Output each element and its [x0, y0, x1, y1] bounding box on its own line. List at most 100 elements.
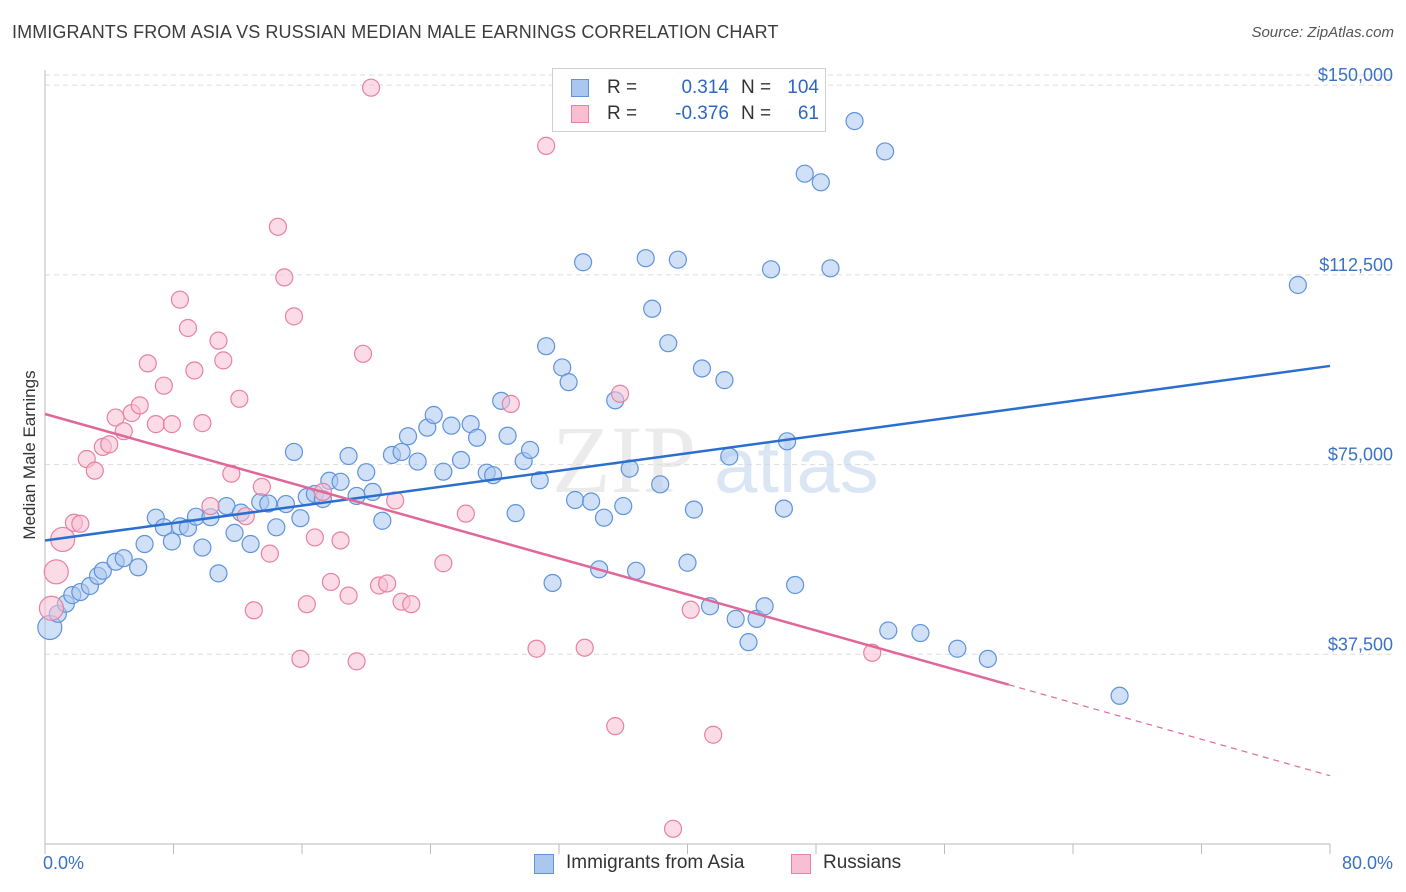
legend-r-label: R =	[607, 103, 638, 124]
russians-point	[501, 394, 520, 413]
asia-point	[241, 534, 260, 554]
asia-point	[129, 558, 148, 577]
asia-point	[911, 623, 930, 643]
russians-point	[43, 559, 69, 585]
asia-point	[114, 549, 133, 568]
y-tick-labels: $37,500 $75,000 $112,500 $150,000	[1318, 65, 1393, 654]
asia-point	[692, 359, 712, 378]
asia-point	[774, 499, 793, 518]
asia-point	[636, 249, 655, 268]
russians-point	[275, 268, 294, 287]
asia-point	[573, 253, 593, 272]
asia-point	[684, 500, 704, 519]
russians-point	[297, 595, 316, 614]
asia-point	[739, 633, 758, 652]
bottom-legend-asia: Immigrants from Asia	[534, 852, 774, 876]
source-label: Source: ZipAtlas.com	[1251, 24, 1394, 41]
asia-point	[659, 334, 678, 353]
asia-point	[498, 426, 517, 445]
asia-point	[726, 609, 745, 628]
russians-point	[130, 396, 149, 415]
asia-point	[755, 597, 774, 616]
bottom-legend-label-russians: Russians	[823, 852, 902, 873]
watermark: ZIP atlas	[552, 406, 879, 513]
russians-point	[291, 649, 310, 668]
russians-trend-line-extension	[1008, 684, 1331, 777]
russians-point	[681, 600, 700, 619]
asia-point	[225, 523, 244, 542]
russians-point	[361, 78, 381, 97]
legend-r-label: R =	[607, 77, 638, 98]
bottom-legend-swatch-asia	[534, 854, 554, 874]
russians-point	[162, 415, 181, 434]
russians-point	[260, 544, 279, 563]
legend-n-label: N =	[741, 103, 772, 124]
russians-trend-line	[44, 412, 1010, 686]
asia-point	[678, 553, 697, 572]
legend-swatch-russians	[571, 105, 589, 123]
asia-point	[520, 440, 540, 460]
asia-point	[135, 534, 154, 554]
asia-point	[786, 575, 805, 595]
gridlines	[45, 74, 1395, 655]
asia-point	[978, 649, 997, 668]
asia-point	[879, 621, 898, 640]
asia-point	[811, 173, 830, 192]
russians-point	[146, 415, 165, 434]
russians-point	[575, 638, 594, 657]
legend-swatch-asia	[571, 79, 589, 97]
asia-point	[424, 405, 443, 425]
asia-point	[565, 490, 585, 510]
russians-point	[71, 514, 90, 533]
legend-n-value-asia: 104	[787, 77, 819, 98]
asia-point	[291, 509, 310, 528]
asia-point	[162, 532, 181, 551]
asia-point	[451, 450, 471, 470]
russians-point	[201, 496, 220, 516]
russians-point	[209, 331, 228, 350]
asia-point	[392, 442, 411, 462]
y-axis-title: Median Male Earnings	[20, 370, 39, 539]
asia-point	[543, 573, 562, 593]
asia-point	[795, 164, 814, 183]
russians-point	[610, 384, 630, 403]
asia-point	[331, 472, 350, 491]
russians-point	[214, 351, 233, 370]
trend-lines	[44, 364, 1331, 777]
asia-point	[875, 142, 895, 161]
legend-r-value-russians: -0.376	[675, 103, 729, 124]
russians-point	[456, 504, 475, 523]
legend-n-value-russians: 61	[797, 103, 819, 124]
russians-point	[402, 595, 421, 614]
russians-point	[606, 717, 625, 736]
y-tick-label: $112,500	[1319, 255, 1393, 275]
asia-point	[761, 260, 781, 279]
russians-point	[138, 354, 157, 373]
asia-point	[434, 462, 453, 481]
russians-point	[704, 725, 723, 744]
y-tick-label: $37,500	[1328, 634, 1393, 654]
asia-point	[720, 447, 739, 466]
russians-point	[185, 361, 204, 380]
x-tick-label-min: 0.0%	[43, 853, 84, 873]
asia-point	[530, 471, 549, 490]
asia-point	[559, 373, 578, 392]
asia-point	[643, 299, 662, 318]
axes	[44, 70, 1331, 854]
asia-point	[267, 518, 286, 537]
asia-point	[284, 442, 304, 462]
asia-point	[1110, 686, 1129, 705]
russians-point	[527, 639, 546, 658]
asia-point	[651, 475, 670, 494]
russians-point	[321, 572, 341, 592]
asia-point	[715, 371, 734, 390]
russians-point	[170, 290, 190, 309]
data-points	[37, 78, 1307, 838]
legend-r-value-asia: 0.314	[681, 77, 729, 98]
legend-n-label: N =	[741, 77, 772, 98]
asia-point	[537, 337, 556, 356]
russians-point	[244, 601, 263, 620]
asia-point	[626, 561, 646, 580]
russians-point	[378, 574, 397, 593]
russians-point	[236, 507, 255, 526]
